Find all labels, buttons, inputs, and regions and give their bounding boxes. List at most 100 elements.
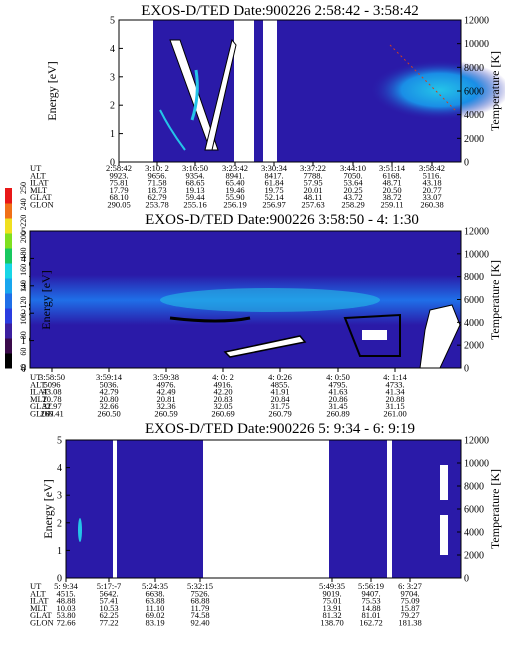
orbit-row-label: GLAT — [30, 610, 53, 620]
y2-tick-label: 10000 — [464, 249, 489, 260]
orbit-cell: 20.50 — [382, 185, 401, 195]
orbit-cell: 20.81 — [156, 394, 175, 404]
y-tick-label: 0 — [21, 364, 26, 375]
orbit-cell: 52.14 — [264, 192, 284, 202]
colorbar-segment — [5, 263, 12, 279]
panel-2-contour — [343, 313, 401, 357]
orbit-cell: 5116. — [423, 170, 442, 180]
panel-2-contour — [169, 316, 251, 323]
panel-2-y2-axis-label: Temperature [K] — [488, 260, 502, 340]
orbit-cell: 13.91 — [322, 603, 341, 613]
orbit-cell: 19.75 — [264, 185, 283, 195]
orbit-cell: 3:44:10 — [340, 163, 366, 173]
y2-tick-label: 0 — [464, 158, 469, 169]
orbit-cell: 71.58 — [147, 178, 166, 188]
y-tick-label: 2 — [57, 518, 62, 529]
y2-tick-label: 6000 — [464, 295, 484, 306]
orbit-cell: 20.78 — [42, 394, 61, 404]
y-tick-label: 5 — [110, 16, 115, 27]
colorbar-tick-label: 160 — [19, 264, 28, 276]
orbit-cell: 9019. — [322, 588, 341, 598]
orbit-cell: 18.73 — [147, 185, 166, 195]
orbit-cell: 72.66 — [56, 618, 75, 628]
orbit-cell: 41.34 — [385, 387, 405, 397]
orbit-cell: 9656. — [147, 170, 166, 180]
orbit-cell: 3:51:14 — [379, 163, 406, 173]
orbit-cell: 260.89 — [326, 409, 349, 419]
y2-tick-label: 12000 — [464, 436, 489, 447]
orbit-row-label: MLT — [30, 185, 48, 195]
orbit-cell: 7050. — [343, 170, 362, 180]
orbit-cell: 57.95 — [303, 178, 322, 188]
orbit-cell: 75.81 — [109, 178, 128, 188]
orbit-cell: 3:30:34 — [261, 163, 288, 173]
y2-tick-label: 0 — [464, 364, 469, 375]
orbit-cell: 9704. — [400, 588, 419, 598]
orbit-cell: 42.79 — [99, 387, 118, 397]
orbit-cell: 92.40 — [190, 618, 209, 628]
panel-1-contour — [159, 109, 186, 151]
orbit-cell: 260.69 — [211, 409, 234, 419]
orbit-cell: 4: 0: 2 — [212, 372, 234, 382]
orbit-cell: 261.00 — [383, 409, 406, 419]
orbit-row-label: GLON — [30, 200, 54, 210]
orbit-row-label: ILAT — [30, 596, 49, 606]
orbit-row-label: ILAT — [30, 178, 49, 188]
orbit-cell: 75.01 — [322, 596, 341, 606]
orbit-cell: 20.25 — [343, 185, 362, 195]
y-tick-label: 4 — [21, 254, 26, 265]
orbit-cell: 68.88 — [190, 596, 209, 606]
orbit-row-label: UT — [30, 163, 42, 173]
orbit-cell: 33.07 — [422, 192, 441, 202]
y-tick-label: 2 — [21, 309, 26, 320]
orbit-cell: 5: 9:34 — [54, 581, 79, 591]
orbit-cell: 4733. — [385, 379, 404, 389]
y-tick-label: 1 — [57, 546, 62, 557]
y2-tick-label: 2000 — [464, 134, 484, 145]
orbit-cell: 10.03 — [56, 603, 75, 613]
orbit-cell: 43.18 — [422, 178, 441, 188]
orbit-cell: 20.84 — [270, 394, 290, 404]
y2-tick-label: 10000 — [464, 39, 489, 50]
panel-1-contour — [190, 69, 199, 121]
panel-3: EXOS-D/TED Date:900226 5: 9:34 - 6: 9:19… — [30, 421, 502, 628]
orbit-cell: 31.45 — [328, 401, 347, 411]
orbit-cell: 81.01 — [361, 610, 380, 620]
orbit-cell: 256.19 — [223, 200, 246, 210]
orbit-cell: 83.19 — [145, 618, 164, 628]
orbit-cell: 5:24:35 — [142, 581, 168, 591]
orbit-row-label: ALT — [30, 588, 47, 598]
orbit-cell: 55.90 — [225, 192, 244, 202]
y-tick-label: 5 — [57, 436, 62, 447]
orbit-cell: 6168. — [382, 170, 401, 180]
orbit-cell: 260.50 — [97, 409, 120, 419]
panel-3-data-gap — [387, 440, 392, 578]
orbit-cell: 5:56:19 — [358, 581, 384, 591]
colorbar-segment — [5, 203, 12, 219]
orbit-cell: 9407. — [361, 588, 380, 598]
colorbar-segment — [5, 353, 12, 369]
orbit-cell: 257.63 — [301, 200, 324, 210]
orbit-cell: 48.11 — [304, 192, 323, 202]
orbit-cell: 38.72 — [382, 192, 401, 202]
colorbar-tick-label: 250 — [19, 182, 28, 194]
panel-2-contour — [223, 335, 307, 358]
orbit-cell: 48.71 — [382, 178, 401, 188]
y-tick-label: 4 — [57, 463, 62, 474]
orbit-cell: 255.16 — [183, 200, 206, 210]
y2-tick-label: 8000 — [464, 272, 484, 283]
orbit-row-label: ILAT — [30, 387, 49, 397]
orbit-cell: 43.72 — [343, 192, 362, 202]
orbit-row-label: MLT — [30, 603, 48, 613]
panel-3-y-axis-label: Energy [eV] — [41, 479, 55, 538]
colorbar-segment — [5, 248, 12, 264]
orbit-cell: 4976. — [156, 379, 175, 389]
orbit-cell: 5:17:-7 — [97, 581, 122, 591]
panel-1-data-gap — [263, 20, 277, 162]
y2-tick-label: 8000 — [464, 482, 484, 493]
orbit-cell: 3:59:38 — [153, 372, 179, 382]
orbit-cell: 5:49:35 — [319, 581, 345, 591]
orbit-cell: 256.97 — [262, 200, 285, 210]
colorbar-tick-label: 200 — [19, 231, 28, 243]
y2-tick-label: 12000 — [464, 16, 489, 27]
